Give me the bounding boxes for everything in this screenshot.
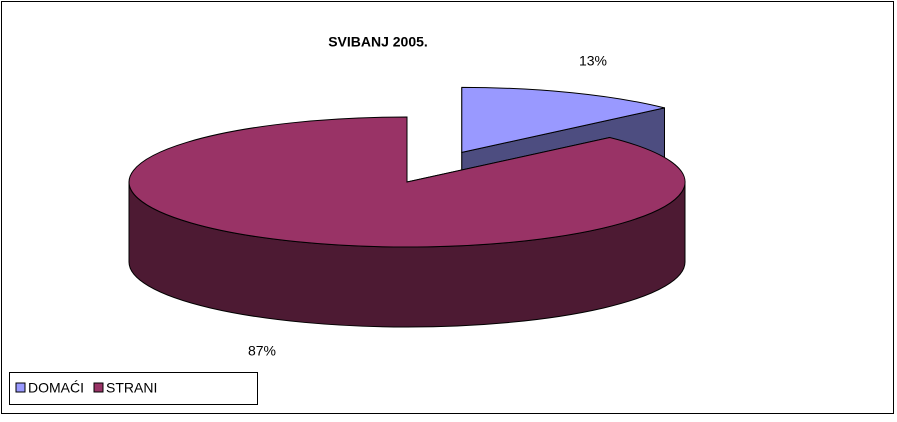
data-label: 13% — [579, 53, 607, 69]
pie-slice — [128, 116, 686, 328]
slice-top — [461, 86, 665, 154]
legend-label: STRANI — [106, 380, 157, 396]
legend-swatch — [93, 382, 104, 393]
chart-title: SVIBANJ 2005. — [328, 34, 428, 50]
legend-box — [9, 372, 258, 405]
slice-top — [128, 116, 686, 248]
data-label: 87% — [248, 343, 276, 359]
legend-swatch — [15, 382, 26, 393]
legend-label: DOMAĆI — [28, 380, 84, 396]
